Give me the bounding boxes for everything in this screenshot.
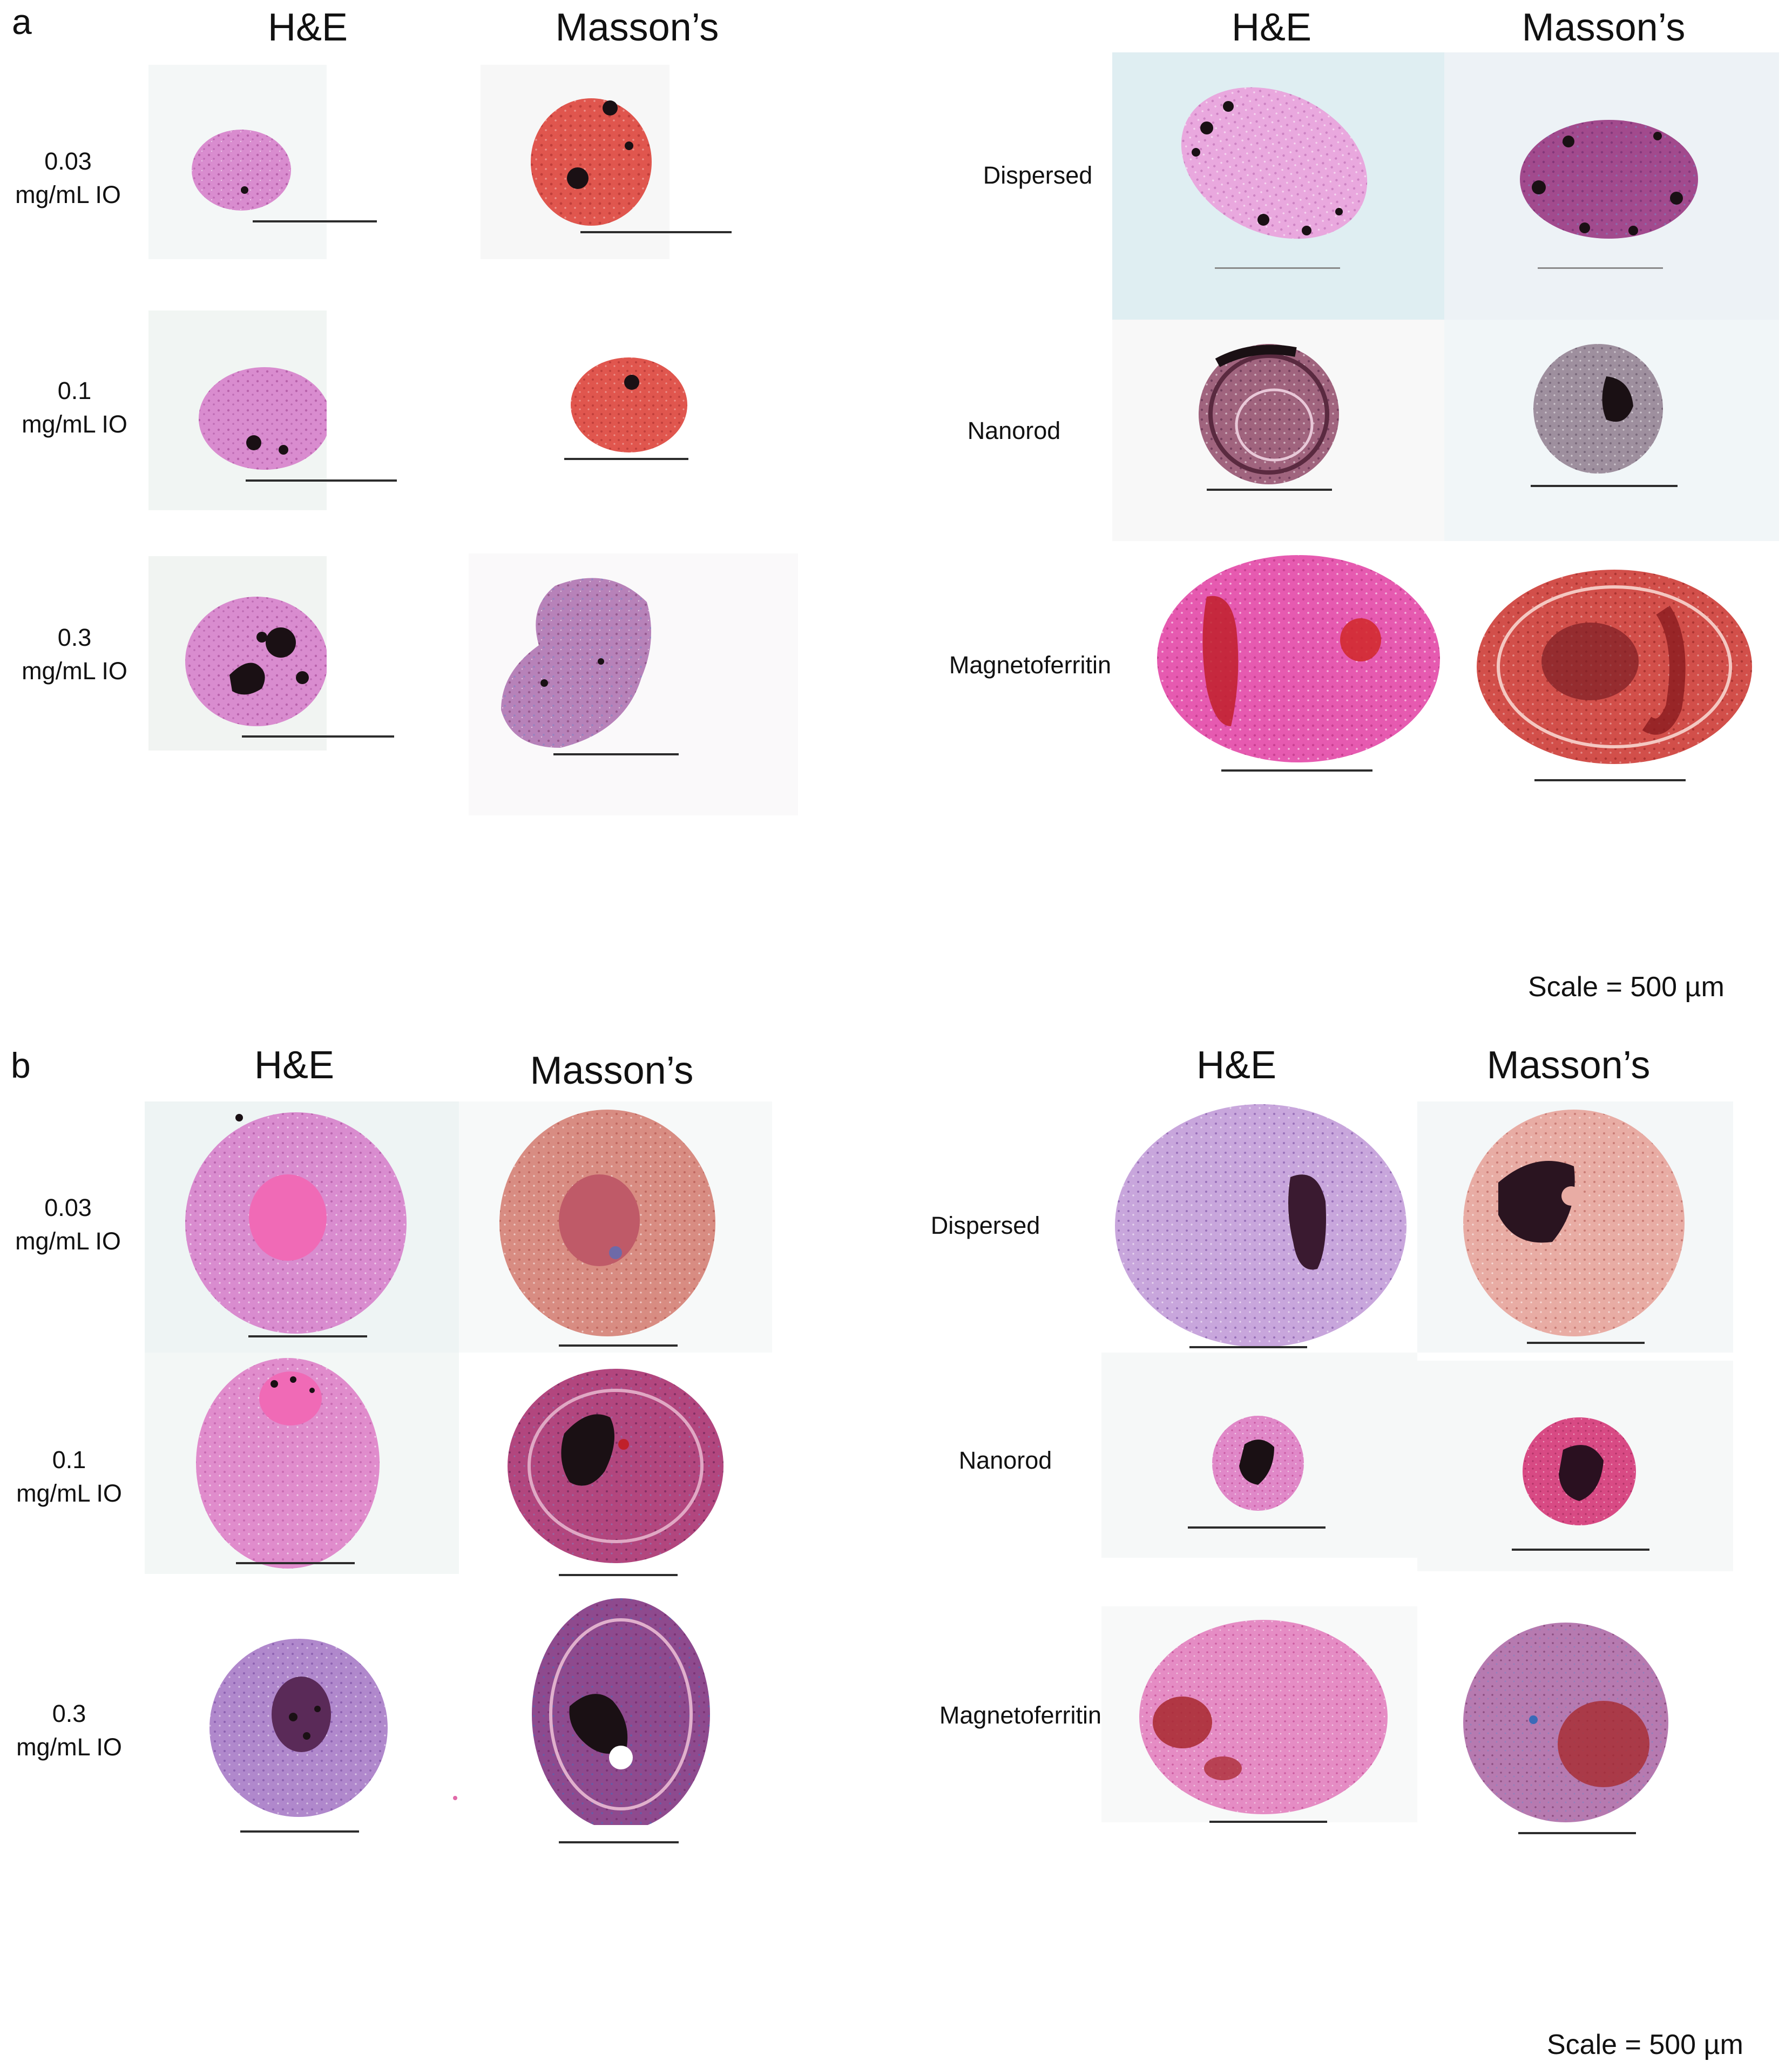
panel-a-he-0.3-micrograph (148, 556, 327, 751)
panel-b-he-magnetoferritin-scale-bar (1209, 1821, 1327, 1823)
panel-b-he-0.3-scale-bar (240, 1830, 359, 1833)
panel-a-masson-nanorod-scale-bar (1531, 485, 1678, 487)
panel-b-row-label-magnetoferritin: Magnetoferritin (939, 1701, 1102, 1729)
panel-a-masson-0.3-micrograph (469, 553, 798, 815)
row-label-line2: mg/mL IO (15, 181, 121, 208)
panel-a-row-label-nanorod: Nanorod (967, 416, 1061, 444)
panel-a-he-dispersed-micrograph (1112, 52, 1444, 320)
panel-b-he-magnetoferritin-micrograph (1101, 1606, 1417, 1822)
panel-b-masson-0.03-scale-bar (559, 1344, 678, 1347)
panel-a-he-0.1-micrograph (148, 310, 327, 510)
panel-a-masson-0.1-scale-bar (564, 458, 688, 460)
panel-a-row-label-0.03: 0.03 mg/mL IO (15, 145, 121, 212)
panel-a-he-magnetoferritin-scale-bar (1221, 769, 1372, 772)
row-label-line1: 0.1 (52, 1445, 86, 1474)
row-label-line1: 0.03 (44, 1193, 92, 1221)
panel-a-masson-0.03-micrograph (481, 65, 670, 259)
row-label-line2: mg/mL IO (22, 410, 127, 438)
panel-b-masson-0.3-micrograph (459, 1593, 772, 1825)
panel-b-masson-0.3-scale-bar (559, 1841, 679, 1843)
row-label-line2: mg/mL IO (16, 1479, 122, 1507)
panel-b-row-label-dispersed: Dispersed (930, 1211, 1040, 1239)
panel-b-he-0.1-micrograph (145, 1353, 459, 1574)
panel-a-masson-nanorod-micrograph (1444, 320, 1779, 541)
panel-a-masson-0.1-micrograph (556, 351, 702, 470)
panel-b-col-he-right: H&E (1196, 1044, 1277, 1087)
panel-b-masson-magnetoferritin-micrograph (1447, 1614, 1674, 1833)
panel-b-he-nanorod-micrograph (1101, 1353, 1417, 1558)
panel-a-row-label-dispersed: Dispersed (983, 161, 1093, 189)
panel-b-masson-dispersed-micrograph (1417, 1101, 1733, 1353)
panel-b-masson-0.1-scale-bar (559, 1574, 678, 1576)
panel-a-row-label-magnetoferritin: Magnetoferritin (949, 651, 1112, 679)
panel-a-col-masson-right: Masson’s (1521, 6, 1686, 49)
row-label-line1: 0.1 (57, 376, 92, 404)
row-label-line2: mg/mL IO (16, 1733, 122, 1761)
panel-b-col-he-left: H&E (254, 1044, 335, 1087)
panel-b-scale-text: Scale = 500 µm (1547, 2029, 1743, 2060)
panel-a-he-0.03-micrograph (148, 65, 327, 259)
panel-b-he-0.03-scale-bar (248, 1335, 367, 1337)
panel-a-row-label-0.1: 0.1 mg/mL IO (22, 374, 127, 441)
panel-a-masson-0.03-scale-bar (580, 231, 732, 233)
row-label-line1: 0.3 (52, 1699, 86, 1727)
panel-a-he-0.03-scale-bar (253, 220, 377, 222)
panel-b-col-masson-left: Masson’s (530, 1049, 694, 1092)
panel-b-he-0.3-micrograph (145, 1593, 459, 1825)
panel-b-row-label-0.03: 0.03 mg/mL IO (15, 1191, 121, 1258)
panel-b-masson-magnetoferritin-scale-bar (1518, 1832, 1636, 1834)
panel-a-masson-magnetoferritin-micrograph (1458, 562, 1760, 772)
panel-a-he-0.1-scale-bar (246, 479, 397, 482)
panel-b-masson-0.03-micrograph (459, 1101, 772, 1353)
panel-a-masson-dispersed-micrograph (1444, 52, 1779, 320)
panel-a-masson-magnetoferritin-scale-bar (1534, 779, 1686, 781)
panel-a-he-nanorod-scale-bar (1207, 489, 1332, 491)
panel-b-he-nanorod-scale-bar (1188, 1526, 1326, 1529)
panel-a-col-he-left: H&E (267, 6, 348, 49)
panel-a-letter: a (12, 2, 32, 42)
panel-b-row-label-nanorod: Nanorod (958, 1446, 1052, 1474)
panel-b-col-masson-right: Masson’s (1486, 1044, 1651, 1087)
panel-a-he-dispersed-scale-bar (1215, 267, 1340, 269)
panel-b-letter: b (11, 1045, 31, 1085)
panel-b-masson-nanorod-micrograph (1417, 1361, 1733, 1571)
panel-b-masson-dispersed-scale-bar (1527, 1342, 1645, 1344)
panel-a-row-label-0.3: 0.3 mg/mL IO (22, 621, 127, 688)
panel-b-he-dispersed-scale-bar (1189, 1346, 1307, 1348)
panel-b-he-dispersed-micrograph (1107, 1101, 1417, 1353)
row-label-line2: mg/mL IO (22, 657, 127, 685)
panel-a-he-0.3-scale-bar (242, 735, 394, 738)
row-label-line1: 0.3 (57, 623, 92, 651)
panel-a-masson-dispersed-scale-bar (1538, 267, 1663, 269)
panel-b-row-label-0.1: 0.1 mg/mL IO (16, 1443, 122, 1510)
panel-a-col-masson-left: Masson’s (555, 6, 719, 49)
panel-b-masson-nanorod-scale-bar (1512, 1549, 1649, 1551)
panel-b-masson-0.1-micrograph (459, 1353, 772, 1574)
panel-a-he-magnetoferritin-micrograph (1155, 548, 1442, 764)
row-label-line2: mg/mL IO (15, 1227, 121, 1255)
panel-a-col-he-right: H&E (1231, 6, 1312, 49)
panel-a-masson-0.3-scale-bar (553, 753, 679, 755)
panel-a-scale-text: Scale = 500 µm (1528, 971, 1725, 1003)
panel-b-row-label-0.3: 0.3 mg/mL IO (16, 1697, 122, 1764)
panel-b-he-0.03-micrograph (145, 1101, 459, 1353)
panel-b-he-0.1-scale-bar (236, 1562, 355, 1564)
row-label-line1: 0.03 (44, 147, 92, 175)
panel-a-he-nanorod-micrograph (1112, 320, 1444, 541)
